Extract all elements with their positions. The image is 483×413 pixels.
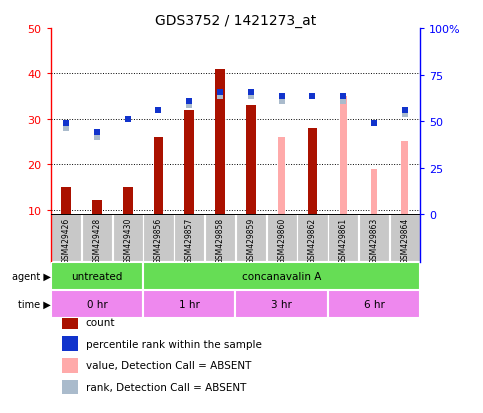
Point <box>247 93 255 100</box>
Text: 3 hr: 3 hr <box>271 299 292 309</box>
Bar <box>401 142 408 215</box>
FancyBboxPatch shape <box>267 215 297 262</box>
Bar <box>155 138 162 215</box>
FancyBboxPatch shape <box>143 215 173 262</box>
Bar <box>61 188 71 215</box>
Point <box>370 121 378 127</box>
Bar <box>92 201 102 215</box>
Bar <box>370 169 377 215</box>
Bar <box>124 188 131 215</box>
FancyBboxPatch shape <box>51 262 143 290</box>
Point <box>124 116 131 123</box>
Text: 1 hr: 1 hr <box>179 299 199 309</box>
Bar <box>94 201 100 215</box>
Text: count: count <box>86 317 115 327</box>
Bar <box>340 97 347 215</box>
Point <box>185 98 193 104</box>
Text: GSM429856: GSM429856 <box>154 217 163 263</box>
Text: GSM429861: GSM429861 <box>339 217 348 263</box>
FancyBboxPatch shape <box>390 215 420 262</box>
Text: percentile rank within the sample: percentile rank within the sample <box>86 339 262 349</box>
Point <box>278 93 285 100</box>
Point <box>247 89 255 96</box>
Point <box>62 125 70 132</box>
Text: GSM429426: GSM429426 <box>62 217 71 263</box>
Text: 0 hr: 0 hr <box>86 299 107 309</box>
Bar <box>246 106 256 215</box>
Point <box>309 93 316 100</box>
Text: agent ▶: agent ▶ <box>12 271 51 281</box>
Bar <box>217 97 224 215</box>
Point <box>340 93 347 100</box>
Bar <box>215 70 225 215</box>
Text: GSM429857: GSM429857 <box>185 217 194 263</box>
Point <box>93 134 101 141</box>
Bar <box>154 138 163 215</box>
Point <box>278 98 285 104</box>
Text: GSM429862: GSM429862 <box>308 217 317 263</box>
Title: GDS3752 / 1421273_at: GDS3752 / 1421273_at <box>155 14 316 28</box>
Bar <box>123 188 133 215</box>
FancyBboxPatch shape <box>236 290 328 318</box>
Point <box>370 121 378 127</box>
FancyBboxPatch shape <box>298 215 327 262</box>
Text: GSM429428: GSM429428 <box>92 217 101 263</box>
Text: GSM429859: GSM429859 <box>246 217 256 263</box>
FancyBboxPatch shape <box>359 215 389 262</box>
FancyBboxPatch shape <box>205 215 235 262</box>
FancyBboxPatch shape <box>236 215 266 262</box>
Text: GSM429860: GSM429860 <box>277 217 286 263</box>
Bar <box>62 358 78 373</box>
Text: time ▶: time ▶ <box>18 299 51 309</box>
Point <box>216 89 224 96</box>
Point <box>309 93 316 100</box>
FancyBboxPatch shape <box>113 215 143 262</box>
Bar <box>186 110 193 215</box>
Point <box>155 107 162 114</box>
Point <box>401 107 409 114</box>
Point <box>93 130 101 136</box>
Text: GSM429864: GSM429864 <box>400 217 409 263</box>
Bar <box>247 106 254 215</box>
Bar <box>63 188 70 215</box>
Point <box>185 102 193 109</box>
Text: GSM429863: GSM429863 <box>369 217 379 263</box>
Text: untreated: untreated <box>71 271 123 281</box>
Text: concanavalin A: concanavalin A <box>242 271 321 281</box>
FancyBboxPatch shape <box>328 290 420 318</box>
Point <box>62 121 70 127</box>
FancyBboxPatch shape <box>143 262 420 290</box>
Text: GSM429430: GSM429430 <box>123 217 132 263</box>
Text: 6 hr: 6 hr <box>364 299 384 309</box>
Bar <box>278 138 285 215</box>
Point <box>155 107 162 114</box>
FancyBboxPatch shape <box>51 215 81 262</box>
FancyBboxPatch shape <box>174 215 204 262</box>
FancyBboxPatch shape <box>82 215 112 262</box>
Text: rank, Detection Call = ABSENT: rank, Detection Call = ABSENT <box>86 382 246 392</box>
Point <box>401 112 409 118</box>
Text: GSM429858: GSM429858 <box>215 217 225 263</box>
Point <box>216 93 224 100</box>
Bar <box>185 110 194 215</box>
FancyBboxPatch shape <box>143 290 236 318</box>
Text: value, Detection Call = ABSENT: value, Detection Call = ABSENT <box>86 361 251 370</box>
Point <box>340 98 347 104</box>
FancyBboxPatch shape <box>328 215 358 262</box>
Point <box>124 116 131 123</box>
Bar <box>309 128 316 215</box>
Bar <box>62 315 78 330</box>
Bar <box>62 380 78 394</box>
FancyBboxPatch shape <box>51 290 143 318</box>
Bar <box>308 128 317 215</box>
Bar <box>62 337 78 351</box>
